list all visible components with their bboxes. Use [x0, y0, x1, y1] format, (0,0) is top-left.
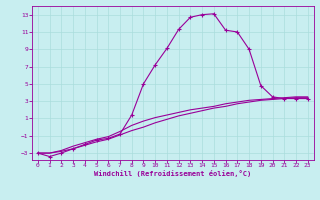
- X-axis label: Windchill (Refroidissement éolien,°C): Windchill (Refroidissement éolien,°C): [94, 170, 252, 177]
